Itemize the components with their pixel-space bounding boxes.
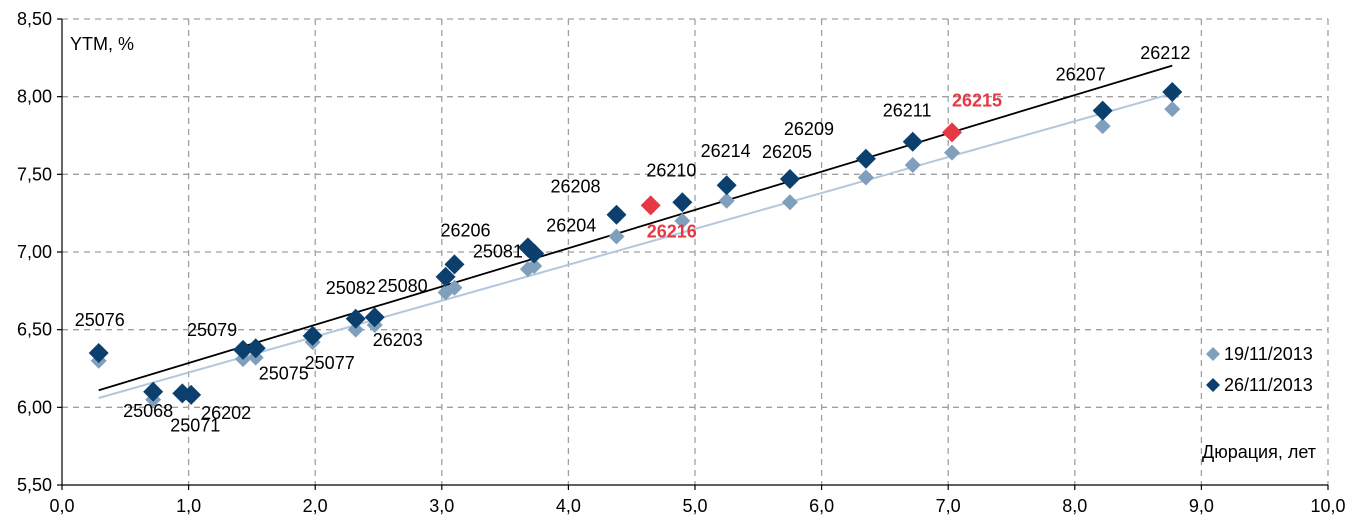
point-label: 25076 [75,310,125,330]
point-new [364,307,385,328]
point-new [1162,82,1183,103]
legend-label-new: 26/11/2013 [1224,375,1313,395]
point-old [718,192,735,209]
point-new [233,339,254,360]
point-label: 26215 [952,90,1002,110]
x-tick-label: 10,0 [1310,496,1345,516]
point-new [855,148,876,169]
legend-label-old: 19/11/2013 [1224,344,1313,364]
point-new [444,254,465,275]
point-label: 25082 [326,278,376,298]
point-label: 25075 [259,363,309,383]
point-new [88,342,109,363]
point-label: 26204 [546,216,596,236]
point-label: 26208 [551,177,601,197]
point-new [143,381,164,402]
y-tick-labels: 5,50 6,00 6,50 7,00 7,50 8,00 8,50 [17,9,52,495]
point-new [672,192,693,213]
point-old [1164,101,1181,118]
x-tick-label: 8,0 [1062,496,1087,516]
point-old [608,228,625,245]
point-highlight [941,122,962,143]
point-label: 26207 [1056,65,1106,85]
point-label: 25071 [170,415,220,435]
point-old [674,212,691,229]
y-tick-label: 7,00 [17,242,52,262]
x-tick-label: 9,0 [1189,496,1214,516]
x-tick-labels: 0,0 1,0 2,0 3,0 4,0 5,0 6,0 7,0 8,0 9,0 10,0 [49,496,1345,516]
point-new [524,243,545,264]
trend-line-old [98,92,1173,399]
trend-lines [98,64,1173,399]
point-old [347,321,364,338]
point-label: 26216 [647,221,697,241]
point-old [943,144,960,161]
point-highlight [640,195,661,216]
x-tick-label: 5,0 [682,496,707,516]
point-label: 25081 [473,241,523,261]
legend-marker-old [1206,347,1220,361]
y-tick-label: 6,50 [17,320,52,340]
point-new [1092,100,1113,121]
point-label: 26203 [373,330,423,350]
point-old [526,257,543,274]
point-label: 26211 [883,101,932,121]
point-new [902,131,923,152]
axes [57,18,1329,490]
point-label: 26206 [440,220,490,240]
x-tick-label: 4,0 [556,496,581,516]
point-label: 26205 [762,142,812,162]
point-old [904,157,921,174]
point-new [606,204,627,225]
y-tick-label: 8,00 [17,87,52,107]
data-points [88,82,1183,408]
x-tick-label: 1,0 [176,496,201,516]
point-old [446,279,463,296]
point-new [345,308,366,329]
legend-item-old: 19/11/2013 [1206,344,1313,364]
y-tick-label: 8,50 [17,9,52,29]
legend: 19/11/2013 26/11/2013 [1206,344,1313,395]
point-new [779,168,800,189]
y-tick-label: 7,50 [17,164,52,184]
point-old [857,169,874,186]
trend-line-new [98,64,1173,392]
x-tick-label: 3,0 [429,496,454,516]
x-tick-label: 7,0 [936,496,961,516]
y-tick-label: 6,00 [17,397,52,417]
point-label: 25077 [305,353,355,373]
legend-item-new: 26/11/2013 [1206,375,1313,395]
point-new [435,266,456,287]
point-label: 26212 [1140,43,1190,63]
point-label: 26214 [701,141,751,161]
point-old [781,194,798,211]
y-tick-label: 5,50 [17,475,52,495]
x-axis-label: Дюрация, лет [1202,442,1316,462]
point-label: 25079 [187,320,237,340]
point-new [245,338,266,359]
y-axis-label: YTM, % [70,34,134,54]
legend-marker-new [1206,378,1220,392]
x-tick-label: 0,0 [49,496,74,516]
point-label: 26202 [201,403,251,423]
point-new [716,175,737,196]
point-label: 26209 [784,119,834,139]
x-tick-label: 2,0 [303,496,328,516]
point-new [302,325,323,346]
point-label: 26210 [646,160,696,180]
point-new [181,384,202,405]
point-label: 25080 [378,276,428,296]
x-tick-label: 6,0 [809,496,834,516]
point-label: 25068 [123,401,173,421]
point-old [1094,118,1111,135]
grid-lines [62,18,1329,485]
